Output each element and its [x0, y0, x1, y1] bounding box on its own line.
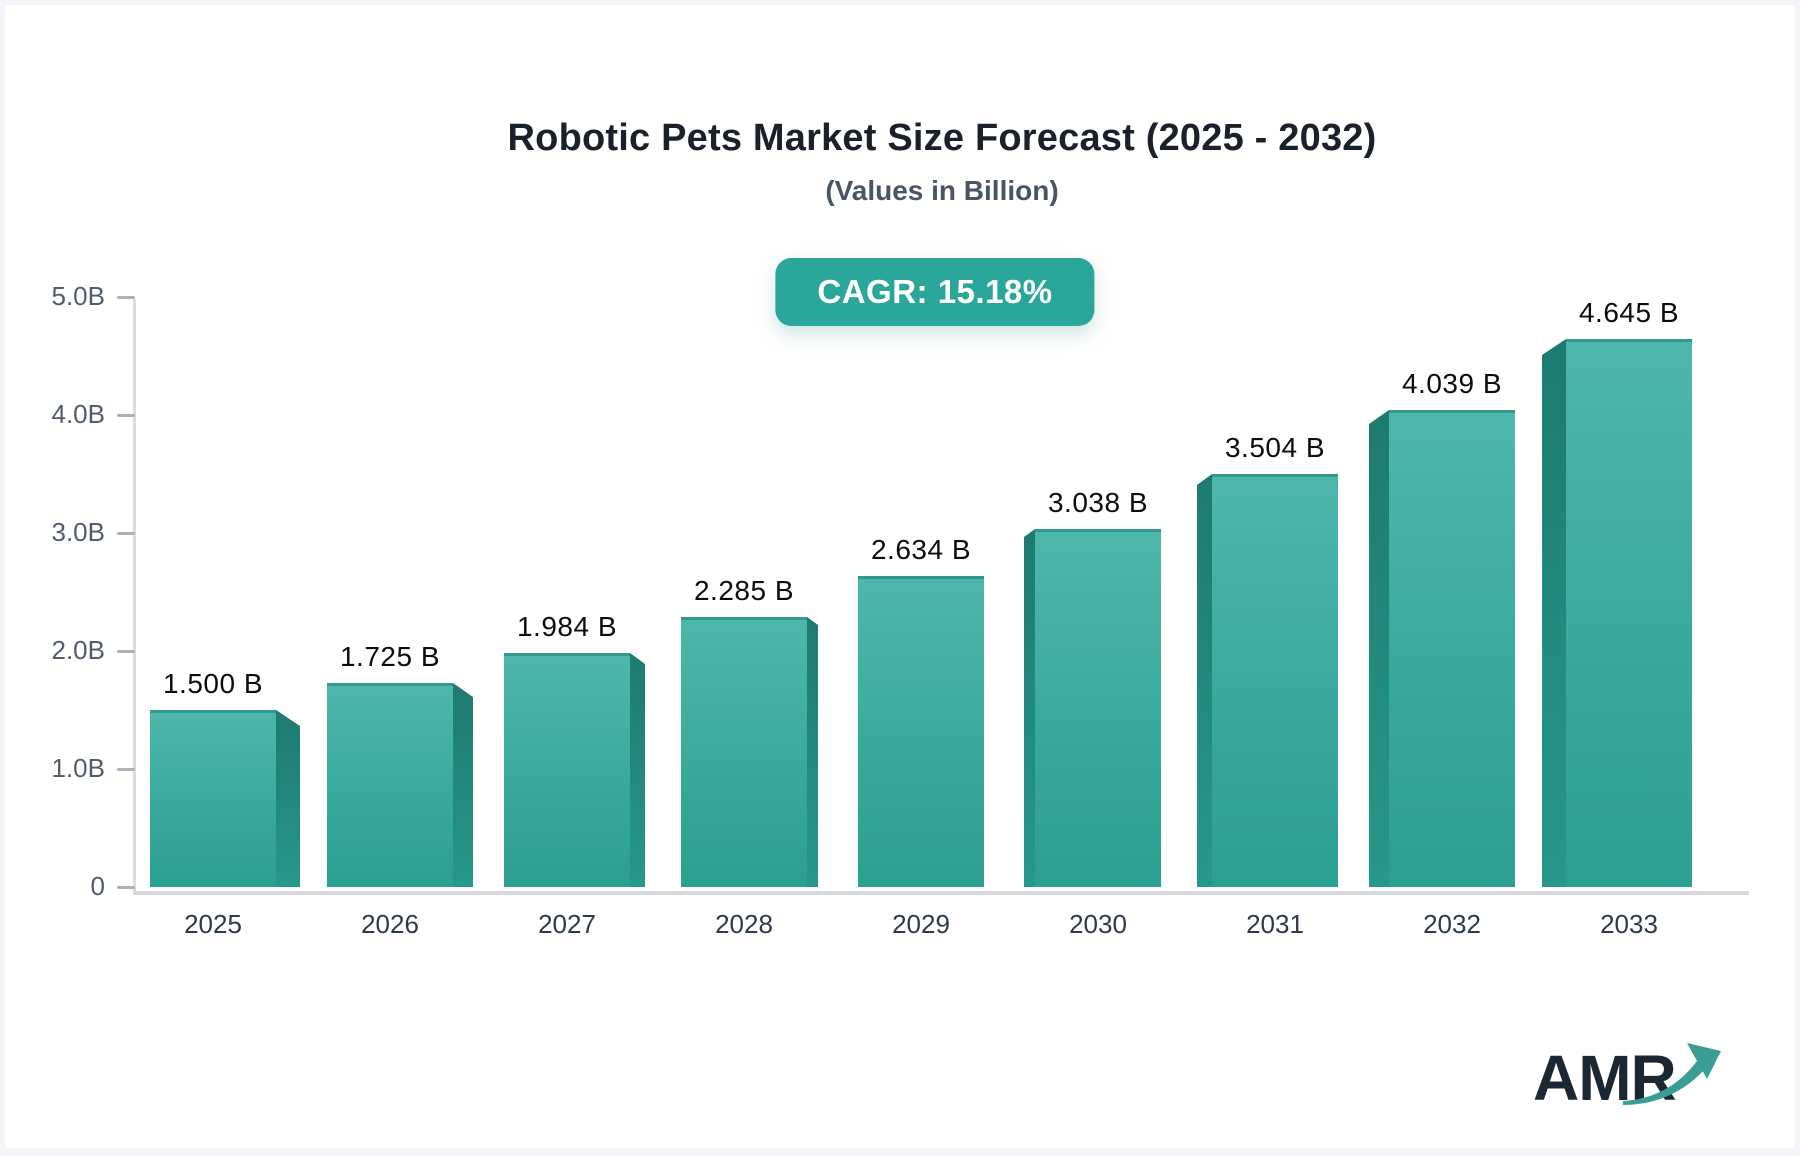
y-tick-label: 0 — [90, 871, 105, 901]
bar-value-label: 2.634 B — [870, 534, 972, 565]
y-tick-label: 5.0B — [51, 281, 106, 311]
bar-top-edge — [858, 576, 984, 579]
bar-value-label: 3.504 B — [1224, 432, 1326, 463]
bar-top-edge — [681, 617, 807, 620]
y-tick-mark — [117, 768, 135, 771]
bar — [681, 617, 807, 887]
bar-value-label: 4.645 B — [1578, 297, 1680, 328]
bar-value-label: 4.039 B — [1401, 368, 1503, 399]
amr-logo-text: AMR — [1533, 1042, 1677, 1114]
bar-side-face — [807, 617, 818, 887]
bar-side-face — [1369, 410, 1389, 887]
x-axis-category-label: 2025 — [184, 909, 242, 939]
y-tick-label: 2.0B — [51, 635, 106, 665]
bar-top-edge — [327, 683, 453, 686]
bar — [327, 683, 453, 887]
bar-top-edge — [1389, 410, 1515, 413]
x-axis-category-label: 2026 — [361, 909, 419, 939]
bar-value-label: 2.285 B — [693, 575, 795, 606]
bar-top-edge — [1035, 529, 1161, 532]
x-axis-category-label: 2033 — [1600, 909, 1658, 939]
bar — [1389, 410, 1515, 887]
bar-top-edge — [1212, 474, 1338, 477]
bar-value-label: 1.984 B — [516, 611, 618, 642]
x-axis-category-label: 2030 — [1069, 909, 1127, 939]
amr-logo: AMR — [1533, 1033, 1723, 1119]
bar — [150, 710, 276, 887]
y-tick-mark — [117, 886, 135, 889]
y-tick-label: 1.0B — [51, 753, 106, 783]
bar-side-face — [1542, 339, 1566, 887]
bar — [504, 653, 630, 887]
bar-top-edge — [504, 653, 630, 656]
chart-title: Robotic Pets Market Size Forecast (2025 … — [507, 117, 1377, 159]
bar-top-edge — [150, 710, 276, 713]
x-axis-category-label: 2028 — [715, 909, 773, 939]
y-tick-mark — [117, 532, 135, 535]
y-tick-mark — [117, 414, 135, 417]
bar-side-face — [630, 653, 645, 887]
y-tick-label: 4.0B — [51, 399, 106, 429]
y-tick-mark — [117, 296, 135, 299]
bar-value-label: 1.500 B — [162, 668, 264, 699]
bar — [1566, 339, 1692, 887]
bar-value-label: 3.038 B — [1047, 487, 1149, 518]
bar-value-label: 1.725 B — [339, 641, 441, 672]
bar — [1212, 474, 1338, 887]
y-tick-mark — [117, 650, 135, 653]
x-axis-category-label: 2031 — [1246, 909, 1304, 939]
bar-side-face — [1024, 529, 1035, 887]
cagr-badge: CAGR: 15.18% — [775, 258, 1095, 326]
bar-side-face — [1197, 474, 1212, 887]
chart-card: Robotic Pets Market Size Forecast (2025 … — [5, 5, 1795, 1148]
chart-subtitle: (Values in Billion) — [825, 175, 1059, 206]
x-axis-category-label: 2027 — [538, 909, 596, 939]
bar-side-face — [276, 710, 300, 887]
bar-top-edge — [1566, 339, 1692, 342]
y-tick-label: 3.0B — [51, 517, 106, 547]
bar — [1035, 529, 1161, 887]
x-axis-category-label: 2029 — [892, 909, 950, 939]
x-axis-category-label: 2032 — [1423, 909, 1481, 939]
bar — [858, 576, 984, 887]
y-axis-line — [133, 299, 136, 894]
x-axis-baseline — [133, 891, 1749, 895]
growth-arrow-icon — [1623, 1043, 1721, 1105]
bar-side-face — [453, 683, 473, 887]
